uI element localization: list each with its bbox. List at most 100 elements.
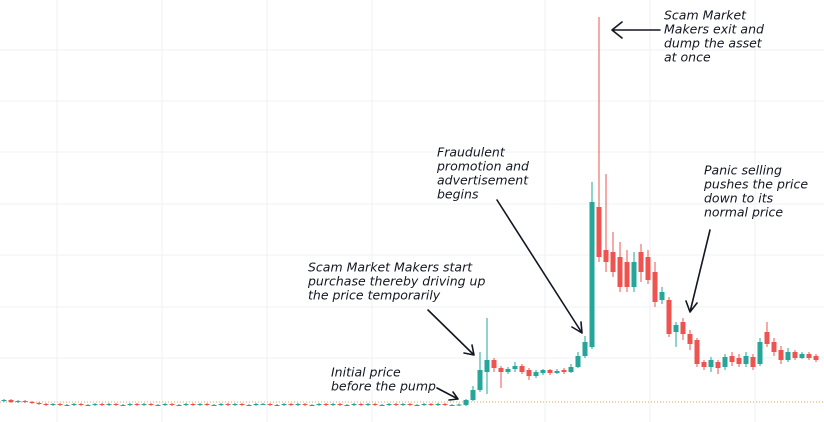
candle-body [456, 404, 462, 406]
candle-body [386, 404, 392, 405]
candle-body [99, 404, 105, 405]
candle-body [547, 370, 553, 373]
candle-body [148, 404, 154, 405]
candle-body [414, 405, 420, 406]
candle-body [253, 404, 259, 405]
candle-body [652, 272, 658, 302]
candle-body [603, 250, 609, 262]
candle-body [617, 257, 623, 287]
candle-body [239, 404, 245, 405]
arrow [496, 199, 583, 334]
candle-body [92, 404, 98, 405]
candle-body [743, 356, 749, 364]
candle-body [260, 404, 266, 405]
candle-body [554, 371, 560, 373]
candle-body [400, 404, 406, 405]
annotation: normal price [704, 205, 783, 220]
candle-body [344, 405, 350, 406]
candle-body [274, 405, 280, 406]
candle-body [722, 357, 728, 367]
candle-body [309, 405, 315, 406]
arrow [436, 387, 459, 401]
candle-body [533, 372, 539, 376]
candle-body [484, 360, 490, 372]
candle-body [673, 325, 679, 332]
candle-body [8, 400, 14, 402]
candle-body [1, 400, 7, 401]
candle-body [323, 404, 329, 405]
annotation: before the pump [331, 379, 436, 394]
candle-body [407, 404, 413, 405]
candle-body [764, 332, 770, 344]
candle-body [589, 202, 595, 347]
annotation: Fraudulent [437, 145, 506, 160]
candle-body [729, 356, 735, 362]
candle-body [64, 405, 70, 406]
candle-body [687, 334, 693, 344]
candle-body [526, 370, 532, 376]
candle-body [15, 401, 21, 402]
candle-body [694, 340, 700, 364]
candle-body [610, 252, 616, 272]
candles [0, 17, 824, 406]
candle-body [190, 404, 196, 405]
candle-body [22, 401, 28, 402]
candle-body [540, 370, 546, 373]
annotation: down to its [704, 191, 774, 206]
annotation: dump the asset [664, 36, 763, 51]
candle-body [176, 405, 182, 406]
candle-body [232, 404, 238, 405]
annotation: Makers exit and [664, 22, 764, 37]
annotation: Initial price [331, 365, 401, 380]
candle-body [330, 404, 336, 405]
candle-body [50, 404, 56, 405]
candle-body [806, 354, 812, 358]
candle-body [218, 404, 224, 405]
candle-body [281, 404, 287, 405]
candle-body [638, 252, 644, 272]
annotation: Scam Market Makers start [308, 260, 473, 275]
candle-body [204, 404, 210, 405]
annotation: at once [664, 50, 711, 65]
candle-body [106, 404, 112, 405]
candle-body [141, 404, 147, 405]
candle-body [645, 257, 651, 280]
annotation: the price temporarily [308, 288, 441, 303]
annotation: pushes the price [703, 177, 808, 192]
candle-body [736, 358, 742, 364]
candle-body [246, 405, 252, 406]
annotation: purchase thereby driving up [307, 274, 485, 289]
candle-body [302, 404, 308, 405]
candle-body [358, 404, 364, 405]
candle-body [127, 404, 133, 405]
candle-body [659, 292, 665, 300]
candle-body [29, 402, 35, 403]
candle-body [771, 342, 777, 352]
annotation: promotion and [436, 159, 529, 174]
candle-body [225, 404, 231, 405]
arrow [611, 21, 661, 39]
arrow [685, 229, 711, 313]
candle-body [57, 404, 63, 405]
candle-body [316, 404, 322, 405]
candle-body [631, 262, 637, 287]
candle-body [813, 356, 819, 360]
candle-body [750, 357, 756, 367]
candle-body [708, 360, 714, 367]
candle-body [785, 352, 791, 360]
arrow [427, 309, 475, 356]
candle-body [680, 322, 686, 334]
candle-body [295, 404, 301, 405]
candle-body [701, 362, 707, 367]
candle-body [267, 404, 273, 405]
candle-body [85, 405, 91, 406]
candle-body [134, 404, 140, 405]
candle-body [715, 362, 721, 368]
candle-body [71, 404, 77, 405]
candle-body [519, 366, 525, 372]
candle-body [498, 368, 504, 372]
candle-body [568, 367, 574, 372]
